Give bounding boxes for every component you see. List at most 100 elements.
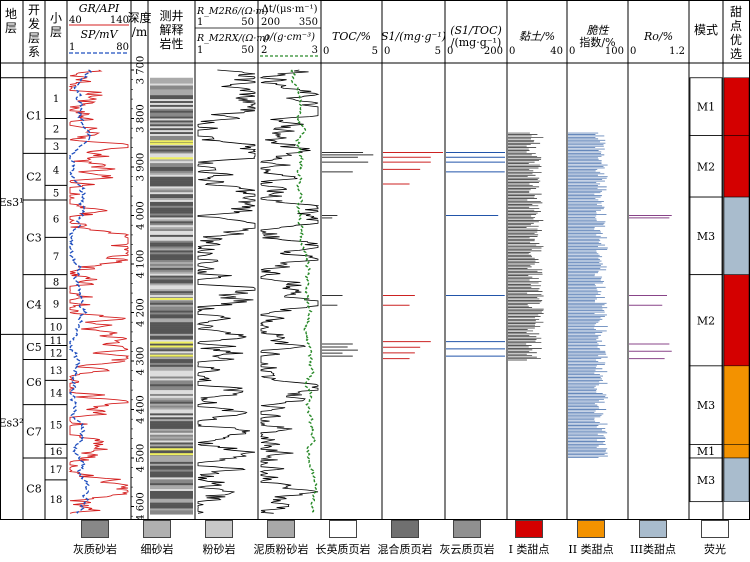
lithology-bed bbox=[150, 192, 193, 195]
header-s1toc-max: 200 bbox=[484, 46, 503, 57]
lithology-bed bbox=[150, 417, 193, 420]
lithology-bed bbox=[150, 318, 193, 321]
lithology-bed bbox=[150, 198, 193, 201]
lithology-bed bbox=[150, 329, 193, 333]
depth-tick: 3 700 bbox=[136, 56, 147, 85]
lithology-bed bbox=[150, 167, 193, 170]
lithology-bed bbox=[150, 227, 193, 230]
header-s1-max: 5 bbox=[435, 46, 441, 57]
sublayer-label: 8 bbox=[53, 277, 59, 288]
header-sweet: 点 bbox=[730, 19, 742, 33]
legend-item: II 类甜点 bbox=[556, 520, 626, 557]
header-rho-min: 2 bbox=[261, 45, 267, 56]
header-s1toc: /(mg·g⁻¹) bbox=[451, 36, 502, 49]
header-toc-min: 0 bbox=[323, 46, 329, 57]
lithology-bed bbox=[150, 382, 193, 385]
lithology-bed bbox=[150, 438, 193, 441]
lithology-bed bbox=[150, 302, 193, 306]
lithology-bed bbox=[150, 196, 193, 199]
header-brittle-max: 100 bbox=[605, 46, 624, 57]
lithology-bed bbox=[150, 304, 193, 307]
lithology-bed bbox=[150, 444, 193, 447]
lithology-bed bbox=[150, 182, 193, 185]
header-clay-max: 40 bbox=[550, 46, 563, 57]
lithology-bed bbox=[150, 128, 193, 131]
lithology-bed bbox=[150, 269, 193, 273]
lithology-bed bbox=[150, 481, 193, 484]
lithology-bed bbox=[150, 320, 193, 323]
lithology-bed bbox=[150, 234, 193, 238]
lithology-bed bbox=[150, 102, 193, 106]
fluorescence-marker bbox=[150, 140, 193, 143]
lithology-bed bbox=[150, 81, 193, 84]
lithology-bed bbox=[150, 473, 193, 476]
resistivity-curve bbox=[196, 69, 257, 514]
lithology-bed bbox=[150, 205, 193, 209]
lithology-bed bbox=[150, 240, 193, 243]
sweet-spot-cell bbox=[723, 77, 750, 136]
lithology-bed bbox=[150, 184, 193, 187]
lithology-bed bbox=[150, 118, 193, 121]
sublayer-label: 12 bbox=[50, 349, 63, 360]
lithology-bed bbox=[150, 471, 193, 474]
header-depth: /m bbox=[132, 25, 148, 39]
header-dev-series: 发 bbox=[28, 16, 40, 31]
frame bbox=[0, 0, 750, 520]
lithology-bed bbox=[150, 271, 193, 274]
legend-item: 灰云质页岩 bbox=[432, 520, 502, 557]
legend-item: III类甜点 bbox=[618, 520, 688, 557]
lithology-bed bbox=[150, 217, 193, 220]
lithology-bed bbox=[150, 163, 193, 166]
lithology-bed bbox=[150, 244, 193, 247]
lithology-bed bbox=[150, 209, 193, 212]
header-lith: 测井 bbox=[159, 9, 183, 23]
sublayer-label: 2 bbox=[53, 125, 59, 136]
legend-item: 灰质砂岩 bbox=[60, 520, 130, 557]
lithology-bed bbox=[150, 95, 193, 98]
lithology-bed bbox=[150, 366, 193, 370]
lithology-bed bbox=[150, 149, 193, 152]
sublayer-label: 18 bbox=[50, 495, 63, 506]
legend-label: 细砂岩 bbox=[140, 543, 174, 556]
lithology-bed bbox=[150, 376, 193, 379]
legend-swatch bbox=[329, 520, 357, 538]
sweet-spot-cell bbox=[723, 135, 750, 198]
lithology-bed bbox=[150, 442, 193, 445]
lithology-bed bbox=[150, 446, 193, 449]
lithology-bed bbox=[150, 238, 193, 242]
lithology-bed bbox=[150, 308, 193, 311]
header-lith: 解释 bbox=[159, 23, 183, 37]
lithology-bed bbox=[150, 178, 193, 181]
lithology-bed bbox=[150, 475, 193, 478]
lithology-bed bbox=[150, 415, 193, 418]
header-depth: 深度 bbox=[127, 10, 151, 25]
lithology-bed bbox=[150, 508, 193, 511]
lithology-bed bbox=[150, 306, 193, 309]
lithology-bed bbox=[150, 153, 193, 156]
lithology-bed bbox=[150, 213, 193, 216]
lithology-bed bbox=[150, 384, 193, 387]
sublayer-label: 10 bbox=[50, 322, 63, 333]
lithology-bed bbox=[150, 232, 193, 236]
lithology-bed bbox=[150, 137, 193, 141]
lithology-bed bbox=[150, 413, 193, 416]
lithology-bed bbox=[150, 314, 193, 317]
lithology-bed bbox=[150, 112, 193, 115]
lithology-bed bbox=[150, 502, 193, 505]
lithology-bed bbox=[150, 397, 193, 401]
lithology-bed bbox=[150, 353, 193, 356]
sublayer-label: 3 bbox=[53, 142, 59, 153]
lithology-bed bbox=[150, 180, 193, 183]
lithology-bed bbox=[150, 388, 193, 391]
mode-label: M1 bbox=[697, 101, 715, 114]
legend-label: I 类甜点 bbox=[508, 543, 550, 556]
lithology-bed bbox=[150, 399, 193, 403]
legend-swatch bbox=[639, 520, 667, 538]
lithology-bed bbox=[150, 147, 193, 150]
header-sp: SP/mV bbox=[80, 28, 118, 41]
header-toc: TOC/% bbox=[332, 30, 371, 43]
lithology-bed bbox=[150, 110, 193, 113]
lithology-bed bbox=[150, 279, 193, 282]
lithology-bed bbox=[150, 459, 193, 463]
